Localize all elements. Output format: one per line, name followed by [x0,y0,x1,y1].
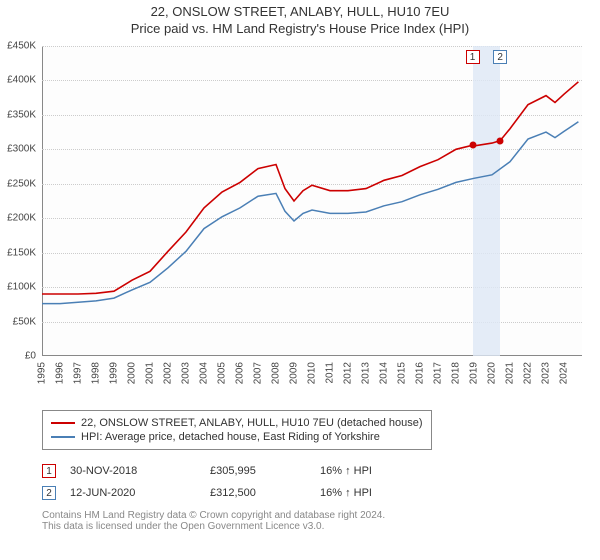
x-tick: 1999 [109,362,120,384]
x-tick: 2021 [505,362,516,384]
chart-area: £0£50K£100K£150K£200K£250K£300K£350K£400… [42,46,582,356]
x-tick: 2014 [379,362,390,384]
x-tick: 2003 [181,362,192,384]
sale-marker-icon: 1 [42,464,56,478]
y-tick: £50K [0,316,36,327]
sale-pct: 16% ↑ HPI [320,487,440,499]
y-tick: £400K [0,75,36,86]
sale-price: £312,500 [210,487,320,499]
x-tick: 2012 [343,362,354,384]
x-tick: 2015 [397,362,408,384]
y-tick: £450K [0,41,36,52]
sales-row: 2 12-JUN-2020 £312,500 16% ↑ HPI [42,482,582,504]
x-tick: 2018 [451,362,462,384]
attribution-line: This data is licensed under the Open Gov… [42,521,582,532]
x-tick: 1997 [73,362,84,384]
legend-item: 22, ONSLOW STREET, ANLABY, HULL, HU10 7E… [51,417,423,429]
x-tick: 2022 [523,362,534,384]
x-tick: 2020 [487,362,498,384]
y-tick: £200K [0,213,36,224]
x-tick: 2006 [235,362,246,384]
x-tick: 2019 [469,362,480,384]
x-tick: 2013 [361,362,372,384]
sales-row: 1 30-NOV-2018 £305,995 16% ↑ HPI [42,460,582,482]
sale-pct: 16% ↑ HPI [320,465,440,477]
x-tick: 2002 [163,362,174,384]
x-tick: 1998 [91,362,102,384]
x-tick: 2008 [271,362,282,384]
chart-lines [42,46,582,356]
x-tick: 2007 [253,362,264,384]
title-block: 22, ONSLOW STREET, ANLABY, HULL, HU10 7E… [0,0,600,36]
x-tick: 2017 [433,362,444,384]
legend: 22, ONSLOW STREET, ANLABY, HULL, HU10 7E… [42,410,432,450]
y-tick: £350K [0,109,36,120]
title-main: 22, ONSLOW STREET, ANLABY, HULL, HU10 7E… [0,4,600,19]
sale-date: 12-JUN-2020 [70,487,210,499]
series-line [42,122,578,304]
x-tick: 2010 [307,362,318,384]
sale-dot [497,137,504,144]
y-tick: £300K [0,144,36,155]
sale-marker-icon: 2 [42,486,56,500]
y-tick: £0 [0,351,36,362]
legend-label: HPI: Average price, detached house, East… [81,431,380,443]
sale-dot [469,142,476,149]
attribution: Contains HM Land Registry data © Crown c… [42,510,582,532]
x-tick: 1995 [37,362,48,384]
sale-marker-box: 2 [493,50,507,64]
sale-marker-box: 1 [466,50,480,64]
legend-item: HPI: Average price, detached house, East… [51,431,423,443]
x-tick: 2024 [559,362,570,384]
x-tick: 2009 [289,362,300,384]
x-tick: 2011 [325,362,336,384]
y-tick: £250K [0,178,36,189]
legend-swatch [51,436,75,438]
series-line [42,82,578,294]
x-tick: 2023 [541,362,552,384]
sale-price: £305,995 [210,465,320,477]
x-tick: 2000 [127,362,138,384]
x-tick: 2016 [415,362,426,384]
x-tick: 2005 [217,362,228,384]
legend-swatch [51,422,75,424]
y-tick: £150K [0,247,36,258]
y-tick: £100K [0,282,36,293]
chart-container: 22, ONSLOW STREET, ANLABY, HULL, HU10 7E… [0,0,600,560]
sales-table: 1 30-NOV-2018 £305,995 16% ↑ HPI 2 12-JU… [42,460,582,504]
legend-label: 22, ONSLOW STREET, ANLABY, HULL, HU10 7E… [81,417,423,429]
x-tick: 2004 [199,362,210,384]
sale-date: 30-NOV-2018 [70,465,210,477]
attribution-line: Contains HM Land Registry data © Crown c… [42,510,582,521]
title-sub: Price paid vs. HM Land Registry's House … [0,21,600,36]
x-tick: 1996 [55,362,66,384]
x-tick: 2001 [145,362,156,384]
